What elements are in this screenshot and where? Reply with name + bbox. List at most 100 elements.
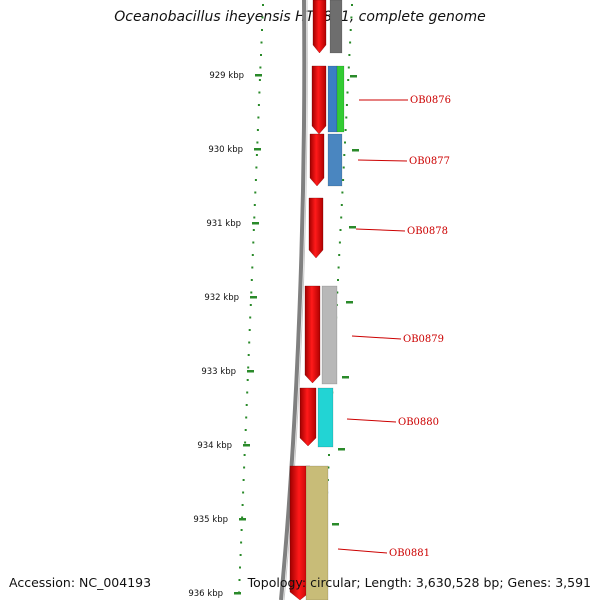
inner-ruler-dot	[345, 116, 348, 119]
ruler-dot	[255, 154, 258, 156]
ruler-dot	[245, 404, 248, 406]
inner-ruler-dot	[349, 41, 352, 44]
tick-mark	[247, 370, 254, 373]
ruler-dot	[247, 354, 250, 356]
ruler-dot	[261, 29, 263, 31]
ruler-dot	[248, 341, 251, 344]
ruler-dot	[257, 104, 260, 106]
inner-ruler-dot	[345, 104, 348, 106]
gene-feature-box[interactable]	[317, 387, 334, 448]
ruler-dot	[258, 91, 261, 94]
inner-ruler-dot	[342, 166, 345, 169]
genome-summary: Topology: circular; Length: 3,630,528 bp…	[247, 575, 591, 590]
gene-label-leader	[351, 335, 402, 340]
gene-arrow[interactable]	[308, 197, 324, 259]
ruler-dot	[243, 454, 246, 456]
inner-ruler-dot	[350, 16, 353, 19]
ruler-dot	[241, 504, 244, 506]
gene-label[interactable]: OB0877	[409, 156, 450, 167]
ruler-dot	[241, 516, 244, 519]
inner-ruler-dot	[347, 66, 350, 69]
ruler-dot	[250, 291, 253, 294]
gene-arrow[interactable]	[309, 133, 325, 187]
tick-mark	[254, 148, 261, 151]
inner-tick	[346, 301, 353, 304]
ruler-dot	[252, 241, 255, 244]
gene-feature-box[interactable]	[327, 65, 338, 133]
tick-label: 933 kbp	[201, 367, 236, 377]
ruler-dot	[253, 216, 256, 219]
ruler-dot	[254, 179, 257, 181]
ruler-dot	[248, 329, 251, 331]
tick-mark	[250, 296, 257, 299]
gene-feature-box[interactable]	[327, 133, 343, 187]
inner-ruler-dot	[341, 191, 344, 194]
gene-label[interactable]: OB0879	[403, 334, 444, 345]
inner-tick	[342, 376, 349, 379]
gene-label[interactable]: OB0880	[398, 417, 439, 428]
tick-mark	[234, 592, 241, 595]
ruler-dot	[246, 391, 249, 394]
tick-mark	[252, 222, 259, 225]
ruler-dot	[252, 229, 255, 231]
ruler-dot	[259, 66, 262, 69]
gene-label[interactable]: OB0878	[407, 226, 448, 237]
inner-ruler-dot	[343, 154, 346, 156]
ruler-dot	[240, 529, 243, 531]
accession-text: Accession: NC_004193	[9, 575, 152, 590]
ruler-dot	[238, 579, 241, 581]
ruler-dot	[239, 566, 241, 569]
ruler-dot	[257, 116, 260, 119]
ruler-dot	[258, 79, 261, 81]
gene-feature-box[interactable]	[336, 65, 345, 133]
inner-ruler-dot	[346, 91, 349, 94]
tick-label: 934 kbp	[197, 441, 232, 451]
ruler-dot	[243, 466, 246, 469]
ruler-dot	[260, 41, 263, 44]
gene-label[interactable]: OB0876	[410, 95, 451, 106]
gene-arrow[interactable]	[311, 65, 327, 135]
ruler-dot	[262, 4, 264, 6]
map-title: Oceanobacillus iheyensis HTE831, complet…	[114, 9, 486, 25]
inner-ruler-dot	[327, 466, 330, 469]
ruler-dot	[255, 166, 258, 169]
gene-label-leader	[355, 228, 406, 232]
inner-ruler-dot	[337, 279, 339, 281]
gene-arrow[interactable]	[304, 285, 321, 384]
ruler-dot	[251, 254, 254, 256]
ruler-dot	[244, 441, 247, 444]
inner-tick	[332, 523, 339, 526]
ruler-dot	[239, 554, 242, 556]
inner-ruler-dot	[351, 4, 353, 6]
tick-label: 930 kbp	[208, 145, 243, 155]
ruler-dot	[245, 416, 248, 419]
tick-mark	[243, 444, 250, 447]
gene-arrow[interactable]	[312, 0, 327, 54]
inner-ruler-dot	[338, 254, 341, 256]
ruler-dot	[260, 54, 262, 56]
ruler-dot	[253, 204, 256, 206]
tick-label: 932 kbp	[204, 293, 239, 303]
ruler-dot	[249, 304, 252, 306]
gene-label-leader	[357, 159, 408, 162]
inner-tick	[349, 226, 356, 229]
tick-mark	[255, 74, 262, 77]
inner-ruler-dot	[337, 266, 340, 269]
inner-ruler-dot	[348, 54, 351, 56]
gene-label-leader	[337, 548, 388, 554]
tick-mark	[239, 518, 246, 521]
ruler-dot	[254, 191, 257, 194]
gene-feature-box[interactable]	[329, 0, 343, 54]
ruler-dot	[256, 141, 259, 144]
gene-feature-box[interactable]	[305, 465, 329, 600]
gene-arrow[interactable]	[299, 387, 317, 447]
inner-ruler-dot	[340, 204, 343, 206]
inner-ruler-dot	[344, 141, 346, 144]
gene-feature-box[interactable]	[321, 285, 338, 385]
inner-ruler-dot	[328, 454, 330, 456]
ruler-dot	[256, 129, 259, 131]
gene-label[interactable]: OB0881	[389, 548, 430, 559]
inner-ruler-dot	[347, 79, 350, 81]
inner-tick	[350, 75, 357, 78]
